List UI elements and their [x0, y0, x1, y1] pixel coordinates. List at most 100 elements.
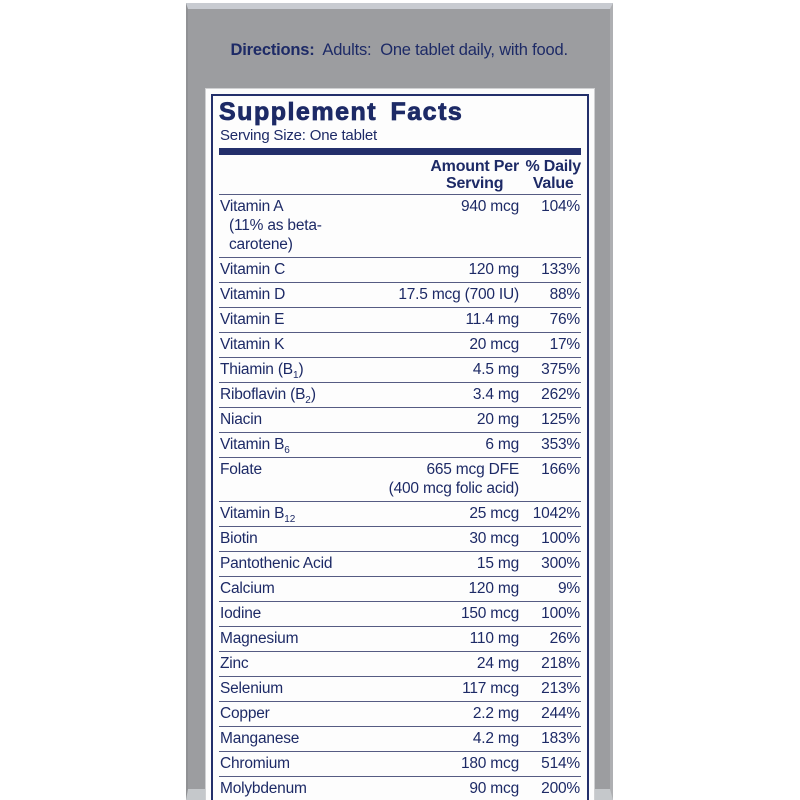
nutrient-name-text: Riboflavin (B2) [220, 386, 316, 407]
nutrient-daily-value: 76% [549, 311, 581, 328]
nutrient-name: Vitamin E [219, 310, 369, 329]
nutrient-amount-text: 150 mcg [460, 605, 519, 622]
nutrient-daily-value: 100% [541, 530, 580, 547]
nutrient-name-text: Vitamin B6 [220, 436, 290, 457]
nutrient-name-text: Vitamin B12 [220, 505, 296, 526]
daily-value-header-text: % Daily Value [525, 158, 581, 192]
nutrient-amount-text: 25 mcg [469, 505, 519, 522]
nutrient-amount: 150 mcg [369, 604, 519, 623]
supplement-facts-card: Supplement Facts Serving Size: One table… [205, 88, 595, 800]
nutrient-amount-text: 90 mcg [469, 780, 519, 797]
nutrient-name: Thiamin (B1) [219, 360, 369, 381]
nutrient-name: Niacin [219, 410, 369, 429]
nutrient-name: Chromium [219, 754, 369, 773]
nutrient-row: Vitamin B6 6 mg 353% [219, 432, 581, 457]
nutrient-amount: 17.5 mcg (700 IU) [369, 285, 519, 304]
nutrient-name-text: Magnesium [220, 630, 299, 647]
nutrient-daily-value: 244% [541, 705, 580, 722]
nutrient-row: Selenium 117 mcg 213% [219, 676, 581, 701]
amount-per-serving-header: Amount Per Serving [369, 158, 519, 192]
nutrient-name: Iodine [219, 604, 369, 623]
nutrient-daily-value: 200% [541, 780, 580, 797]
nutrient-amount-text: 20 mcg [469, 336, 519, 353]
nutrient-name-text: Iodine [220, 605, 262, 622]
nutrient-row: Thiamin (B1) 4.5 mg 375% [219, 357, 581, 382]
nutrient-name-text: Pantothenic Acid [220, 555, 333, 572]
nutrient-amount: 11.4 mg [369, 310, 520, 329]
nutrient-name: Magnesium [219, 629, 369, 648]
directions-text: Adults: One tablet daily, with food. [314, 41, 568, 59]
nutrient-daily-value: 88% [549, 286, 581, 303]
nutrient-name-text: Vitamin A [220, 198, 284, 215]
nutrient-row: Zinc 24 mg 218% [219, 651, 581, 676]
nutrient-name: Vitamin K [219, 335, 369, 354]
nutrient-amount-text: 24 mg [476, 655, 519, 672]
nutrient-daily-value: 9% [557, 580, 580, 597]
nutrient-row: Vitamin B12 25 mcg 1042% [219, 501, 581, 526]
nutrient-amount-text: 117 mcg [462, 680, 519, 697]
nutrient-daily-value: 125% [541, 411, 580, 428]
nutrient-amount: 665 mcg DFE (400 mcg folic acid) [369, 460, 520, 498]
nutrient-name: Riboflavin (B2) [219, 385, 369, 407]
nutrient-row: Pantothenic Acid 15 mg 300% [219, 551, 581, 576]
supplement-facts-title: Supplement Facts [219, 98, 464, 126]
directions-label: Directions: [230, 41, 315, 59]
daily-value-header: % Daily Value [519, 158, 581, 192]
nutrient-name-text: Calcium [220, 580, 275, 597]
nutrient-amount-text: 4.2 mg [472, 730, 519, 747]
nutrient-amount-text: 3.4 mg [472, 386, 519, 403]
supplement-facts-box: Supplement Facts Serving Size: One table… [211, 94, 589, 800]
nutrient-name-text: Selenium [220, 680, 284, 697]
nutrient-name: Copper [219, 704, 369, 723]
nutrient-amount: 90 mcg [369, 779, 519, 798]
nutrient-amount: 117 mcg [369, 679, 519, 698]
nutrient-amount-note: (400 mcg folic acid) [388, 480, 520, 497]
nutrient-daily-value: 300% [541, 555, 580, 572]
nutrient-name: Pantothenic Acid [219, 554, 369, 573]
nutrient-daily-value: 514% [541, 755, 580, 772]
nutrient-amount: 3.4 mg [369, 385, 519, 404]
serving-size: Serving Size: One tablet [220, 127, 377, 144]
nutrient-name-text: Vitamin D [220, 286, 286, 303]
nutrient-daily-value: 262% [541, 386, 580, 403]
nutrient-amount: 2.2 mg [369, 704, 519, 723]
nutrient-row: Manganese 4.2 mg 183% [219, 726, 581, 751]
nutrient-name-text: Zinc [220, 655, 249, 672]
nutrient-name-text: Biotin [220, 530, 258, 547]
nutrient-amount: 180 mcg [369, 754, 519, 773]
nutrient-name-text: Vitamin C [220, 261, 286, 278]
nutrient-amount-text: 180 mcg [460, 755, 519, 772]
nutrient-daily-value: 17% [549, 336, 581, 353]
nutrient-daily-value: 213% [541, 680, 580, 697]
nutrient-row: Molybdenum 90 mcg 200% [219, 776, 581, 800]
nutrient-row: Copper 2.2 mg 244% [219, 701, 581, 726]
nutrient-amount-text: 940 mcg [460, 198, 519, 215]
nutrient-name: Selenium [219, 679, 369, 698]
nutrient-daily-value: 353% [541, 436, 580, 453]
nutrient-amount-text: 30 mcg [469, 530, 519, 547]
nutrient-name: Manganese [219, 729, 369, 748]
nutrient-amount: 4.2 mg [369, 729, 519, 748]
nutrient-row: Folate 665 mcg DFE (400 mcg folic acid) … [219, 457, 581, 501]
nutrient-row: Niacin 20 mg 125% [219, 407, 581, 432]
nutrient-amount: 120 mg [369, 579, 520, 598]
nutrient-daily-value: 26% [549, 630, 581, 647]
nutrient-daily-value: 375% [541, 361, 580, 378]
nutrient-table: Vitamin A (11% as beta-carotene) 940 mcg… [219, 194, 581, 800]
nutrient-amount: 940 mcg [369, 197, 519, 216]
nutrient-name-text: Copper [220, 705, 270, 722]
product-label-panel: Directions: Adults: One tablet daily, wi… [186, 3, 613, 800]
nutrient-row: Vitamin C 120 mg 133% [219, 257, 581, 282]
nutrient-amount: 120 mg [369, 260, 520, 279]
nutrient-daily-value: 133% [541, 261, 580, 278]
nutrient-amount: 20 mg [369, 410, 519, 429]
nutrient-name-text: Vitamin K [220, 336, 285, 353]
nutrient-name-text: Manganese [220, 730, 300, 747]
nutrient-amount: 4.5 mg [369, 360, 519, 379]
nutrient-row: Biotin 30 mcg 100% [219, 526, 581, 551]
nutrient-name-text: Niacin [220, 411, 262, 428]
nutrient-name: Zinc [219, 654, 369, 673]
top-divider [219, 148, 581, 155]
nutrient-amount-text: 110 mg [469, 630, 520, 647]
nutrient-name-note: (11% as beta-carotene) [229, 217, 322, 253]
